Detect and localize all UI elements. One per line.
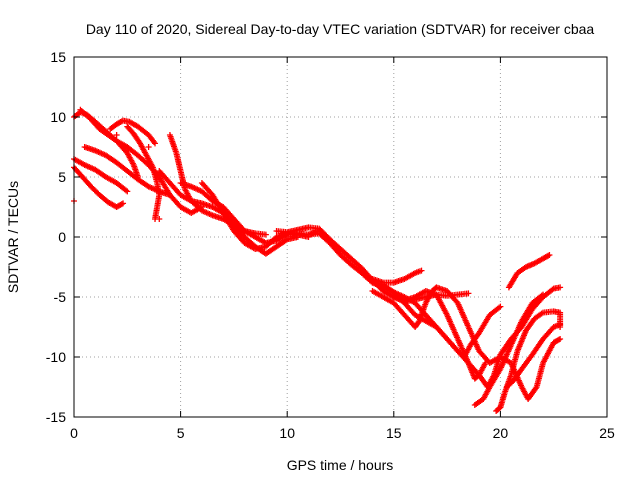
y-tick-label: -5 [54, 289, 67, 305]
data-point [124, 188, 131, 195]
data-point [545, 252, 552, 259]
x-tick-label: 5 [177, 425, 185, 441]
series-track-5 [81, 144, 173, 198]
y-tick-label: 10 [50, 109, 66, 125]
data-point [557, 336, 564, 342]
data-points [71, 106, 564, 414]
series-track-1 [71, 156, 131, 195]
axis-ticks: 0 5 10 15 20 25 -15 -10 -5 0 5 10 15 [46, 49, 615, 441]
y-tick-label: -15 [46, 409, 66, 425]
data-point [465, 290, 472, 297]
data-point [557, 284, 564, 291]
data-point [262, 231, 269, 238]
series-track-20 [503, 321, 564, 390]
data-point [532, 385, 539, 392]
data-point [496, 304, 503, 311]
data-point [152, 140, 159, 147]
series-track-17 [369, 267, 425, 286]
data-point [540, 291, 547, 298]
data-point [122, 187, 129, 194]
data-point [120, 200, 127, 207]
data-point [482, 360, 489, 366]
x-tick-label: 25 [599, 425, 615, 441]
x-tick-label: 20 [493, 425, 509, 441]
x-axis-label: GPS time / hours [287, 457, 394, 473]
y-tick-label: 5 [58, 169, 66, 185]
data-point [497, 303, 504, 310]
data-point [145, 144, 152, 150]
series-track-15 [369, 284, 564, 402]
y-tick-label: 0 [58, 229, 66, 245]
data-point [418, 267, 425, 274]
data-point [546, 252, 553, 258]
data-point [113, 132, 120, 138]
x-tick-label: 0 [70, 425, 78, 441]
series-track-11 [198, 180, 312, 252]
data-point [538, 292, 545, 299]
data-point [118, 201, 125, 208]
data-point [156, 216, 163, 222]
y-axis-label: SDTVAR / TECUs [5, 181, 21, 293]
series-track-4 [71, 109, 141, 180]
y-tick-label: -10 [46, 349, 66, 365]
y-tick-label: 15 [50, 49, 66, 65]
series-track-14 [358, 270, 564, 390]
x-tick-label: 10 [279, 425, 295, 441]
series-track-6 [107, 117, 159, 147]
data-point [166, 192, 173, 198]
series-track-19 [505, 252, 553, 291]
series-track-7 [124, 123, 163, 222]
series-track-18 [493, 308, 564, 414]
data-point [557, 321, 564, 328]
series-track-2 [71, 164, 127, 210]
chart-title: Day 110 of 2020, Sidereal Day-to-day VTE… [86, 21, 595, 37]
series-track-16 [390, 288, 489, 382]
data-point [555, 336, 562, 343]
series-track-21 [471, 291, 547, 408]
x-tick-label: 15 [386, 425, 402, 441]
